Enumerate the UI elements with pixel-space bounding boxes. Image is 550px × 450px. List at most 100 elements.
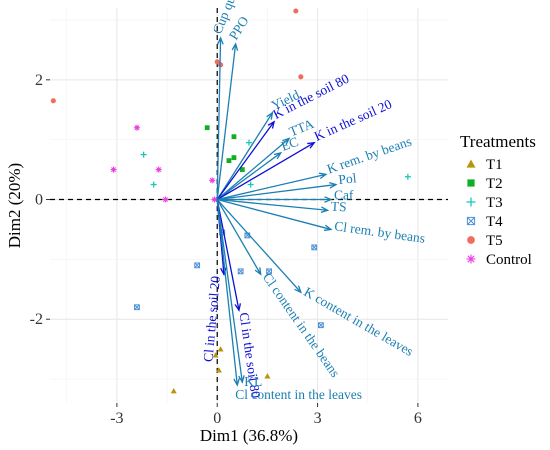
point-t1 — [215, 367, 222, 373]
point-t3 — [246, 139, 252, 146]
legend-key-t3 — [466, 197, 476, 207]
legend-label-t3: T3 — [486, 195, 503, 211]
square-marker — [467, 179, 475, 187]
point-t2 — [226, 158, 232, 164]
point-t3 — [247, 181, 254, 188]
variable-label: Cl content in the beans — [260, 270, 343, 380]
point-t2 — [231, 134, 237, 140]
legend-label-control: Control — [486, 252, 532, 268]
vector-arrowhead — [294, 285, 302, 294]
data-points — [50, 8, 411, 394]
point-control — [133, 124, 140, 131]
legend-key-t2 — [467, 179, 475, 187]
point-control — [162, 196, 169, 203]
vector-arrow — [216, 142, 315, 201]
point-t4 — [266, 268, 272, 275]
point-t5 — [293, 8, 299, 14]
x-marker-b — [266, 268, 272, 275]
point-t1 — [170, 388, 177, 394]
vector-arrowhead — [234, 303, 242, 312]
circle-marker — [50, 98, 56, 104]
vector-arrow — [216, 121, 275, 200]
box-marker — [466, 216, 476, 226]
point-control — [211, 196, 218, 203]
vector-arrowhead — [233, 378, 240, 387]
point-t3 — [150, 181, 157, 188]
x-marker-b — [237, 268, 244, 275]
x-tick-label: 6 — [414, 410, 422, 427]
legend-label-t5: T5 — [486, 233, 503, 249]
vector-arrowhead — [329, 182, 338, 189]
asterisk-stroke — [134, 125, 140, 131]
box-marker — [134, 304, 140, 311]
variable-label: TS — [330, 199, 347, 215]
asterisk-stroke — [467, 255, 475, 263]
legend-key-t1 — [466, 159, 476, 168]
asterisk-stroke — [209, 177, 215, 183]
vector-arrow — [216, 199, 302, 293]
box-marker — [237, 268, 244, 275]
circle-marker — [298, 74, 304, 80]
legend-label-t2: T2 — [486, 176, 503, 192]
asterisk-stroke — [162, 197, 168, 203]
circle-marker — [293, 8, 299, 14]
point-t4 — [134, 304, 140, 311]
box-marker — [311, 244, 318, 251]
variable-label: Pol — [338, 170, 358, 187]
y-tick-label: -2 — [30, 311, 43, 328]
point-t4 — [318, 322, 324, 329]
triangle-marker — [170, 388, 177, 394]
vector-arrowhead — [273, 151, 283, 160]
legend: Treatments T1 T2 T3 T4 T5 Control — [460, 132, 536, 268]
vector-arrowhead — [282, 137, 291, 146]
x-axis-title: Dim1 (36.8%) — [200, 426, 298, 445]
box-marker — [318, 322, 324, 329]
asterisk-stroke — [111, 167, 117, 173]
point-control — [209, 177, 216, 184]
vector-arrow — [216, 37, 222, 200]
vector-arrowhead — [324, 196, 333, 203]
x-marker-b — [134, 304, 140, 310]
x-marker-b — [318, 322, 324, 328]
vector-arrowhead — [266, 111, 274, 120]
vector-arrowhead — [267, 120, 276, 129]
point-t5 — [214, 59, 220, 65]
y-axis-title: Dim2 (20%) — [5, 163, 24, 248]
vector-arrow — [216, 199, 243, 383]
square-marker — [204, 125, 210, 131]
point-control — [110, 166, 117, 173]
variable-label: KL — [244, 374, 262, 389]
box-marker — [194, 262, 201, 269]
square-marker — [239, 167, 245, 172]
vector-arrowhead — [323, 224, 333, 232]
x-marker-b — [194, 262, 200, 269]
vector-arrowhead — [217, 36, 224, 45]
vector-arrow — [216, 199, 240, 311]
point-t2 — [204, 125, 210, 131]
point-t5 — [298, 74, 304, 80]
circle-marker — [467, 236, 475, 244]
square-marker — [231, 155, 237, 161]
y-tick-label: 2 — [35, 72, 43, 89]
triangle-marker — [212, 352, 219, 358]
vector-arrow — [216, 152, 282, 201]
vector-arrow — [217, 198, 328, 211]
vector-arrow — [216, 199, 238, 386]
legend-title: Treatments — [460, 132, 536, 151]
legend-key-control — [466, 254, 476, 264]
asterisk-stroke — [156, 167, 162, 173]
vector-arrow — [216, 112, 273, 200]
point-t1 — [264, 373, 271, 379]
legend-key-t4 — [466, 216, 476, 226]
legend-key-t5 — [467, 236, 475, 244]
vector-arrow — [216, 199, 262, 275]
vector-arrowhead — [307, 141, 316, 149]
point-control — [155, 166, 162, 173]
point-t4 — [237, 268, 244, 275]
box-marker — [266, 268, 272, 275]
point-t1 — [217, 346, 224, 352]
vector-arrowhead — [320, 206, 330, 213]
point-t2 — [239, 167, 245, 172]
